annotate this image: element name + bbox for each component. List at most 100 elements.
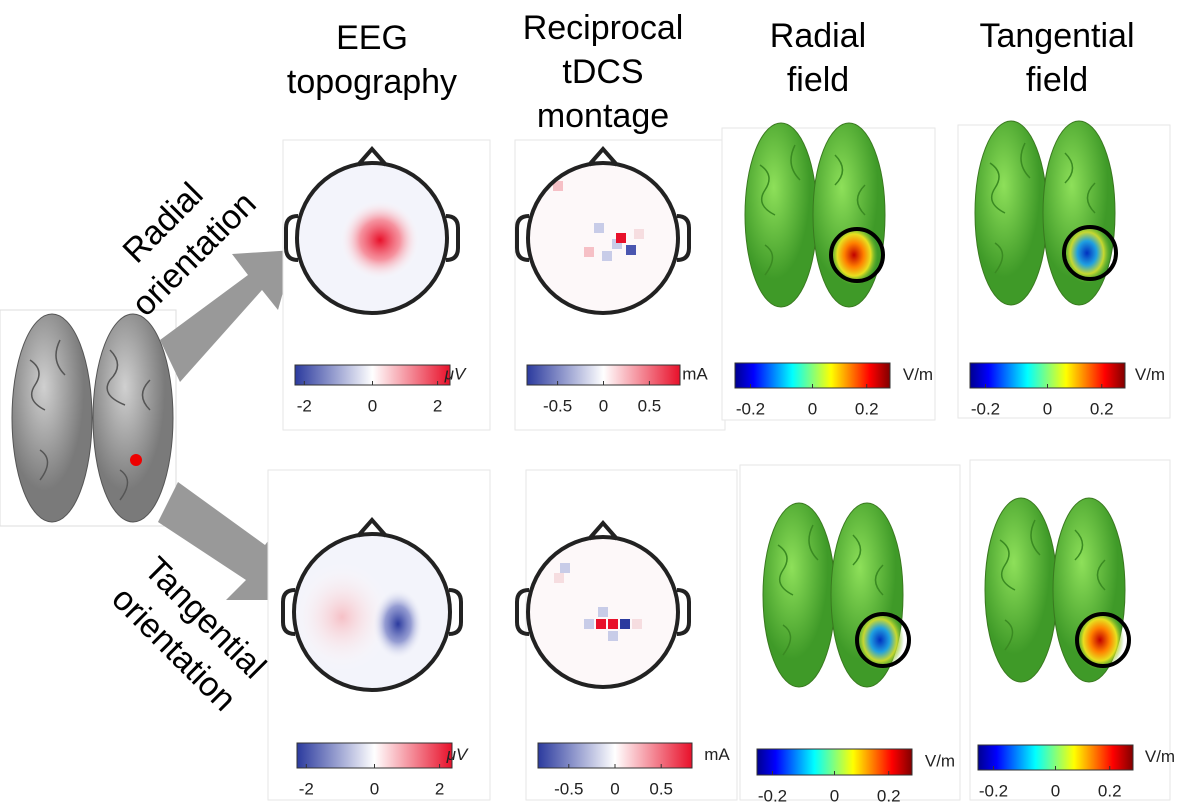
- colorbar-tick-label: 2: [433, 396, 442, 415]
- colorbar-tick-label: -2: [299, 779, 314, 798]
- electrode: [596, 619, 606, 629]
- head-nose: [587, 145, 619, 167]
- colorbar-unit: V/m: [925, 751, 955, 770]
- panel: -0.2 0 0.2 V/m: [957, 120, 1171, 419]
- colorbar-tick-label: 0: [610, 779, 619, 798]
- colorbar-tick-label: -2: [297, 396, 312, 415]
- colorbar-tick-label: 0: [370, 779, 379, 798]
- panel: -0.2 0 0.2 V/m: [969, 459, 1175, 801]
- colorbar: [734, 362, 891, 389]
- electrode: [584, 619, 594, 629]
- head-nose: [356, 145, 388, 167]
- column-title: field: [787, 61, 849, 99]
- field-hotspot: [1076, 610, 1124, 670]
- colorbar-tick-label: 0: [830, 786, 839, 805]
- electrode: [626, 245, 636, 255]
- gyri: [999, 519, 1106, 651]
- colorbar-tick-label: 0.2: [1090, 399, 1114, 418]
- hemisphere: [974, 120, 1048, 306]
- scalp: [528, 163, 678, 313]
- column-title: field: [1026, 61, 1088, 99]
- colorbar-tick-label: 0: [1051, 781, 1060, 800]
- head-ear: [676, 588, 691, 636]
- colorbar-unit: mA: [682, 364, 708, 383]
- colorbar-unit: μV: [446, 745, 469, 764]
- colorbar-tick-label: -0.2: [736, 399, 765, 418]
- colorbar-unit: V/m: [1145, 747, 1175, 766]
- electrode: [608, 631, 618, 641]
- colorbar-tick-label: -0.2: [758, 786, 787, 805]
- panel: -2 0 2μV: [282, 139, 491, 431]
- head-ear: [448, 588, 463, 636]
- colorbar-tick-label: 0.5: [638, 396, 662, 415]
- electrode: [612, 239, 622, 249]
- colorbar: [977, 744, 1134, 771]
- colorbar-tick-label: -0.2: [979, 781, 1008, 800]
- colorbar-tick-label: -0.5: [543, 396, 572, 415]
- colorbar-unit: mA: [704, 745, 730, 764]
- colorbar-tick-label: 0.2: [855, 399, 879, 418]
- colorbar-tick-label: 0: [599, 396, 608, 415]
- hemisphere: [744, 122, 818, 308]
- head-ear: [515, 214, 530, 262]
- electrode: [554, 573, 564, 583]
- head-ear: [284, 214, 299, 262]
- electrode: [602, 251, 612, 261]
- colorbar-tick-label: 0.2: [1098, 781, 1122, 800]
- panel: -0.2 0 0.2 V/m: [721, 122, 936, 421]
- panel: -0.2 0 0.2 V/m: [739, 464, 961, 805]
- colorbar: [537, 742, 693, 769]
- gyri: [777, 524, 884, 656]
- colorbar: [756, 748, 913, 776]
- electrode: [594, 223, 604, 233]
- head-outline: [526, 535, 680, 689]
- electrode: [560, 563, 570, 573]
- electrode: [620, 619, 630, 629]
- potential-blob: [292, 562, 392, 672]
- column-title: EEG: [336, 19, 408, 57]
- panel: -0.5 0 0.5 mA: [514, 139, 726, 431]
- colorbar-tick-label: 0: [808, 399, 817, 418]
- colorbar-tick-label: 2: [435, 779, 444, 798]
- colorbar-unit: V/m: [1135, 365, 1165, 384]
- colorbar-tick-label: 0.5: [649, 779, 673, 798]
- colorbar-unit: μV: [444, 364, 467, 383]
- electrode: [608, 619, 618, 629]
- colorbar: [296, 742, 453, 769]
- column-title: tDCS: [562, 53, 643, 91]
- colorbar-tick-label: -0.5: [554, 779, 583, 798]
- colorbar-tick-label: 0: [368, 396, 377, 415]
- colorbar-tick-label: 0.2: [877, 786, 901, 805]
- column-title: topography: [287, 63, 457, 101]
- electrode: [632, 619, 642, 629]
- column-title: Reciprocal: [523, 9, 684, 47]
- field-hotspot: [830, 225, 878, 285]
- colorbar: [969, 362, 1126, 389]
- roi-circle: [855, 612, 911, 668]
- field-hotspot: [1063, 223, 1111, 283]
- head-outline: [526, 161, 680, 315]
- electrode: [584, 247, 594, 257]
- arrow: [158, 482, 292, 600]
- gyri: [759, 144, 866, 276]
- colorbar-unit: V/m: [903, 365, 933, 384]
- panel: -2 0 2μV: [267, 469, 491, 801]
- field-hotspot: [856, 610, 904, 670]
- column-title: Radial: [770, 17, 866, 55]
- colorbar-tick-label: 0: [1043, 399, 1052, 418]
- gyri: [989, 142, 1096, 274]
- hemisphere: [984, 497, 1058, 683]
- source-brain: [0, 309, 177, 527]
- electrode: [598, 607, 608, 617]
- head-ear: [676, 214, 691, 262]
- column-title: montage: [537, 97, 669, 135]
- potential-blob: [372, 588, 424, 660]
- electrode: [616, 233, 626, 243]
- head-nose: [356, 516, 388, 538]
- potential-blob: [340, 200, 420, 280]
- head-outline: [292, 532, 452, 692]
- hemisphere: [762, 502, 836, 688]
- head-ear: [445, 214, 460, 262]
- head-outline: [295, 161, 449, 315]
